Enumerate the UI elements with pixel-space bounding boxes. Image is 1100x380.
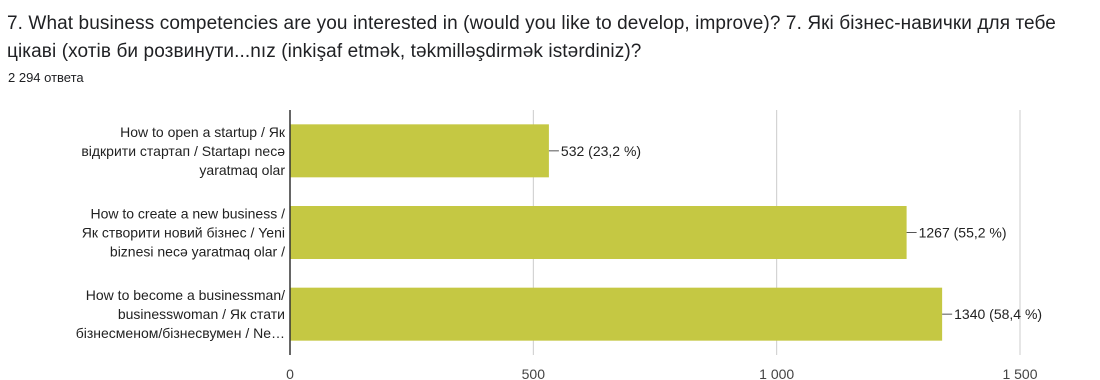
category-label-1-2: biznesi necə yaratmaq olar / — [110, 244, 285, 260]
data-label-2: 1340 (58,4 %) — [954, 306, 1042, 322]
category-label-0-2: yaratmaq olar — [199, 162, 285, 178]
bar-2 — [290, 287, 943, 341]
data-label-0: 532 (23,2 %) — [561, 143, 641, 159]
category-label-2-2: бізнесменом/бізнесвумен / Ne… — [76, 325, 285, 341]
category-label-2-1: businesswoman / Як стати — [118, 306, 285, 322]
category-label-0-0: How to open a startup / Як — [120, 124, 286, 140]
bar-1 — [290, 206, 907, 259]
tick-label-2: 1 000 — [759, 366, 794, 380]
tick-label-0: 0 — [286, 366, 294, 380]
bar-0 — [290, 124, 549, 178]
tick-label-3: 1 500 — [1002, 366, 1037, 380]
category-label-1-1: Як створити новий бізнес / Yeni — [82, 225, 285, 241]
response-count: 2 294 ответа — [8, 70, 84, 85]
question-title: 7. What business competencies are you in… — [7, 13, 1056, 62]
data-label-1: 1267 (55,2 %) — [919, 225, 1007, 241]
category-label-2-0: How to become a businessman/ — [86, 287, 285, 303]
category-label-1-0: How to create a new business / — [90, 206, 285, 222]
category-label-0-1: відкрити стартап / Startapı necə — [81, 143, 285, 159]
tick-label-1: 500 — [522, 366, 546, 380]
